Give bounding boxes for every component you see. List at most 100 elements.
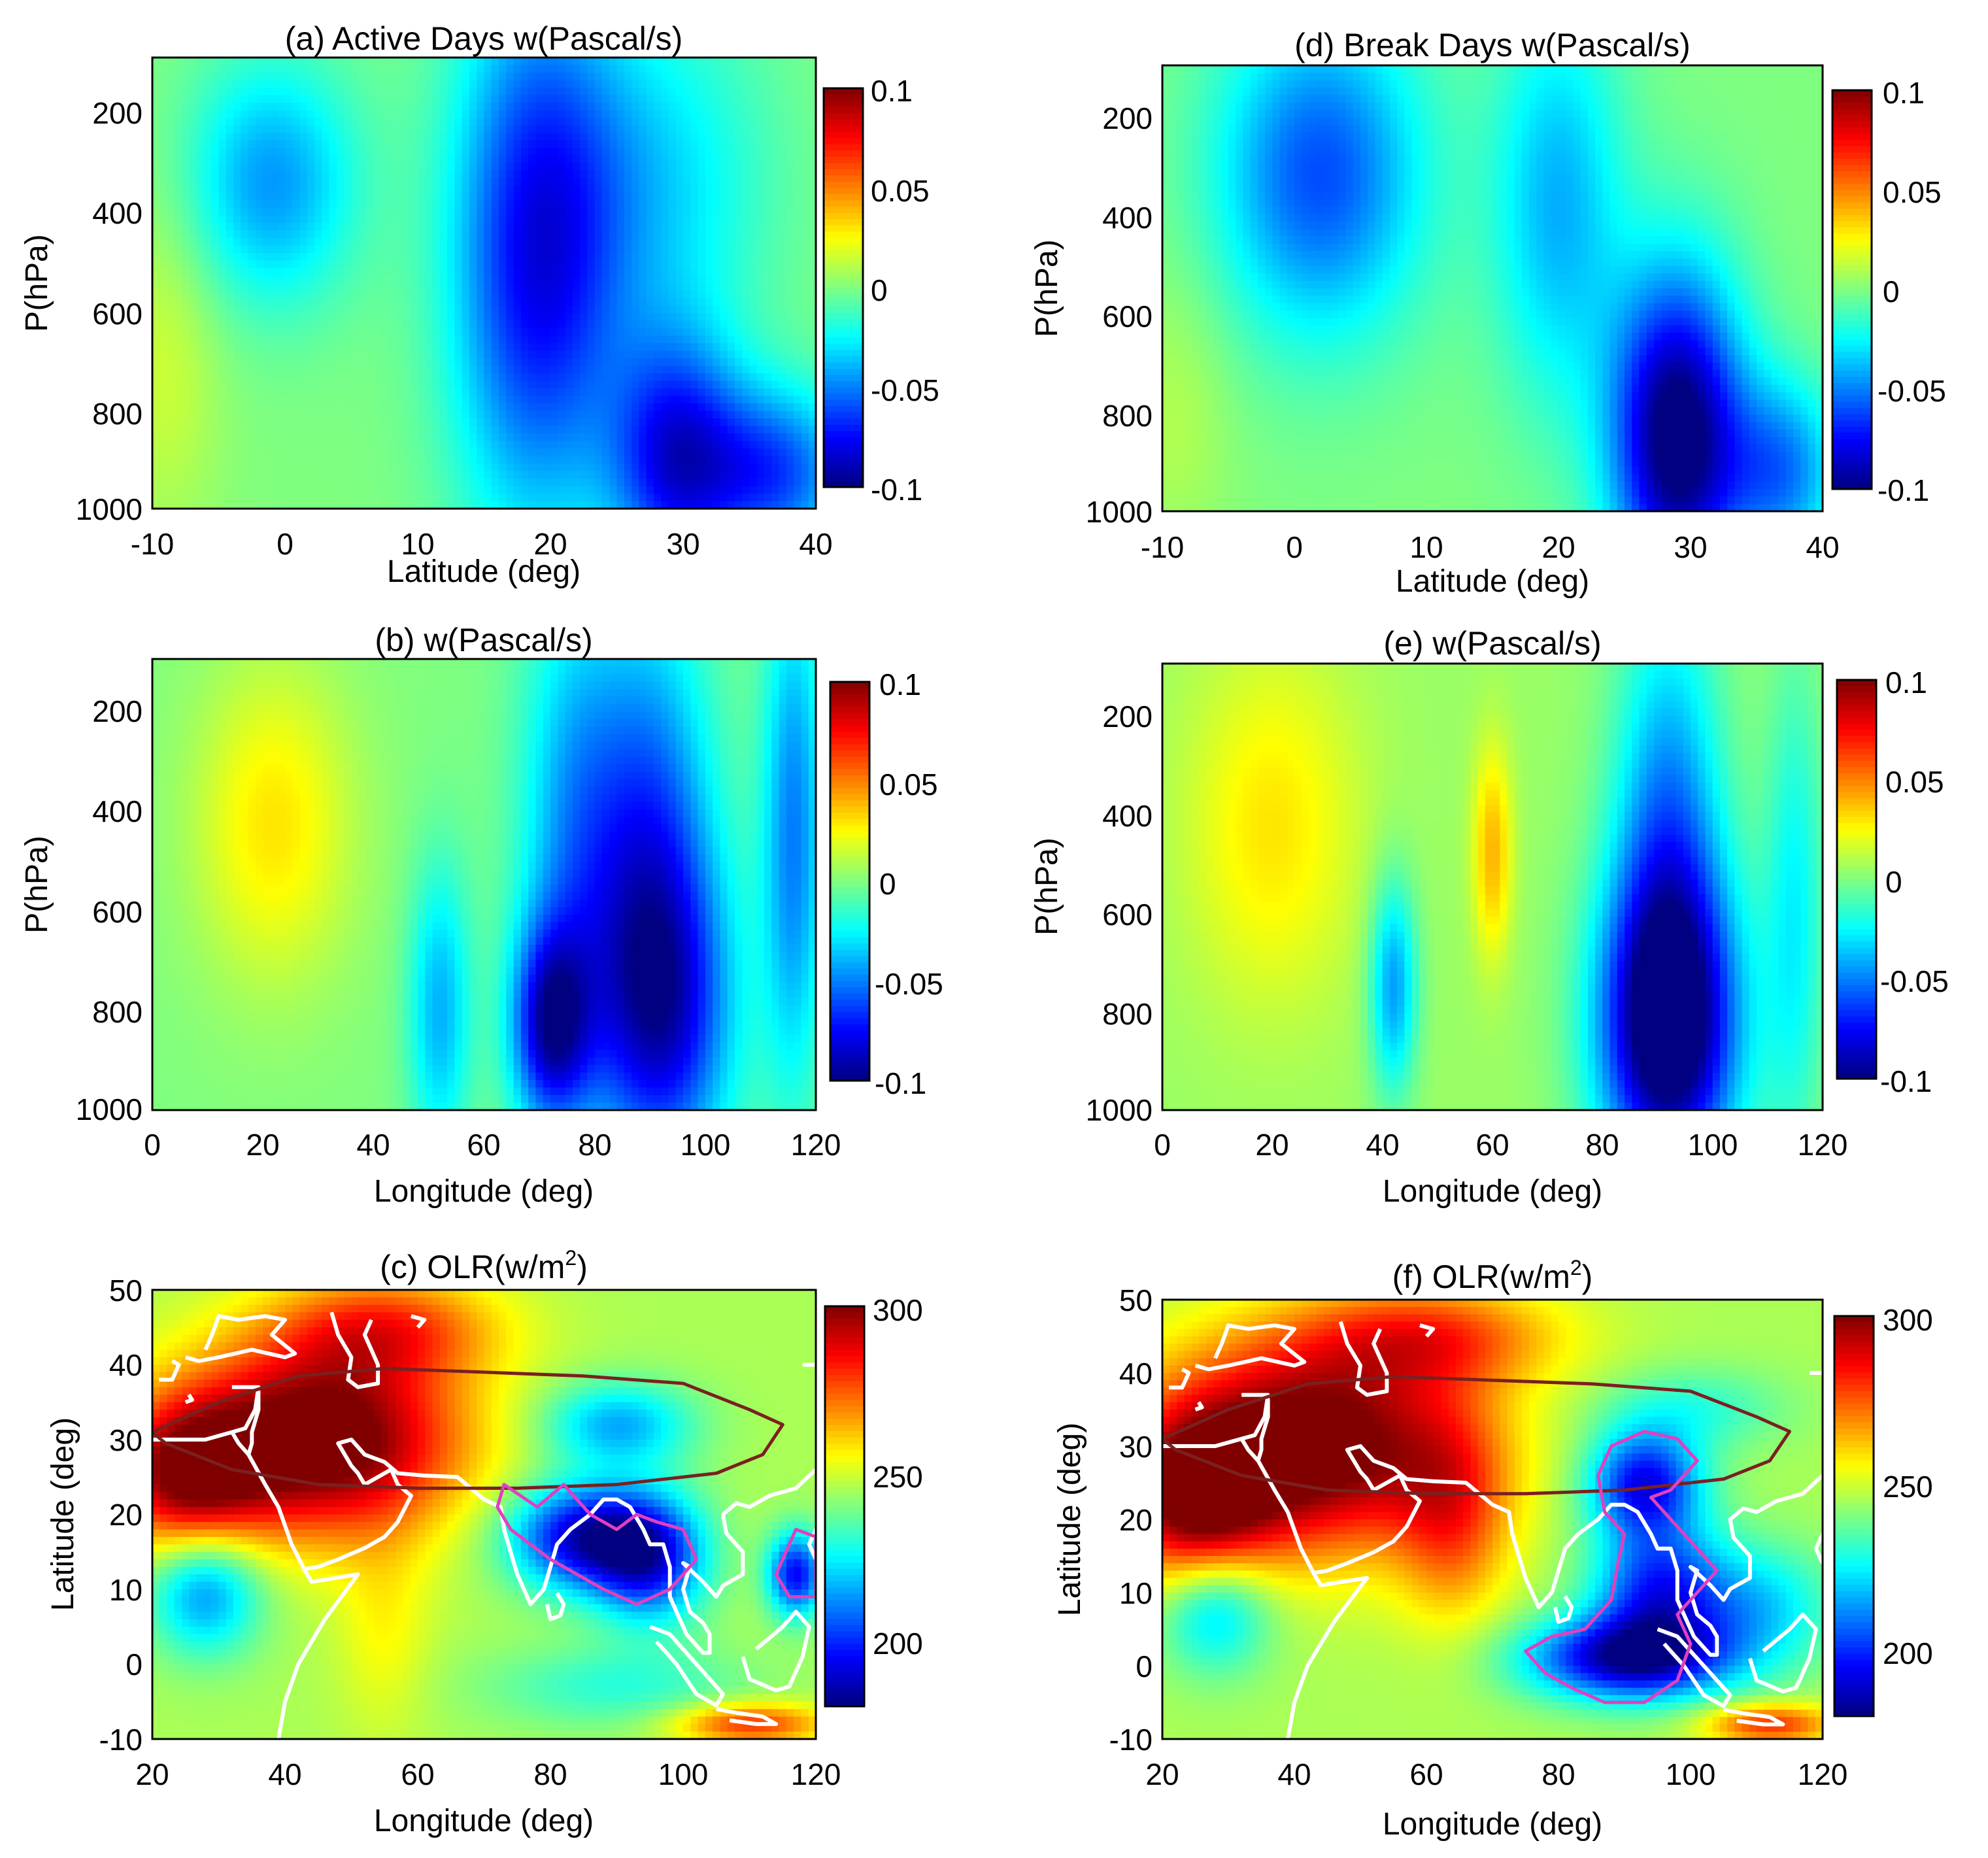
heatmap-cell	[764, 103, 772, 110]
heatmap-cell	[167, 73, 175, 80]
heatmap-cell	[248, 88, 256, 95]
heatmap-cell	[211, 95, 219, 103]
heatmap-cell	[794, 110, 801, 118]
heatmap-cell	[632, 65, 639, 73]
heatmap-cell	[558, 163, 565, 171]
heatmap-cell	[329, 126, 337, 133]
heatmap-cell	[189, 95, 197, 103]
heatmap-cell	[359, 73, 367, 80]
heatmap-cell	[771, 156, 779, 163]
heatmap-cell	[344, 178, 352, 186]
heatmap-cell	[197, 103, 205, 110]
heatmap-cell	[720, 178, 728, 186]
heatmap-cell	[617, 133, 625, 141]
heatmap-cell	[211, 126, 219, 133]
heatmap-cell	[270, 163, 278, 171]
heatmap-cell	[418, 73, 426, 80]
heatmap-cell	[248, 103, 256, 110]
heatmap-cell	[204, 58, 212, 65]
heatmap-cell	[705, 178, 713, 186]
heatmap-cell	[757, 80, 765, 88]
heatmap-cell	[226, 118, 234, 126]
heatmap-cell	[344, 141, 352, 148]
heatmap-cell	[373, 141, 381, 148]
heatmap-cell	[750, 73, 758, 80]
heatmap-cell	[175, 156, 182, 163]
heatmap-cell	[241, 103, 248, 110]
heatmap-cell	[514, 178, 522, 186]
heatmap-cell	[263, 103, 271, 110]
heatmap-cell	[233, 133, 241, 141]
heatmap-cell	[550, 80, 558, 88]
heatmap-cell	[521, 178, 529, 186]
heatmap-cell	[462, 95, 470, 103]
heatmap-cell	[801, 65, 809, 73]
heatmap-cell	[256, 95, 263, 103]
heatmap-cell	[352, 73, 360, 80]
heatmap-cell	[492, 178, 499, 186]
heatmap-cell	[322, 156, 329, 163]
heatmap-cell	[617, 118, 625, 126]
heatmap-cell	[558, 126, 565, 133]
heatmap-cell	[794, 80, 801, 88]
heatmap-cell	[322, 178, 329, 186]
heatmap-cell	[469, 73, 477, 80]
heatmap-cell	[750, 141, 758, 148]
heatmap-cell	[373, 171, 381, 178]
heatmap-cell	[175, 80, 182, 88]
heatmap-cell	[477, 58, 484, 65]
heatmap-cell	[676, 126, 684, 133]
heatmap-cell	[617, 110, 625, 118]
heatmap-cell	[779, 65, 787, 73]
heatmap-cell	[506, 88, 514, 95]
heatmap-cell	[801, 95, 809, 103]
heatmap-cell	[366, 110, 374, 118]
heatmap-cell	[219, 118, 227, 126]
heatmap-cell	[403, 80, 411, 88]
heatmap-cell	[728, 88, 735, 95]
heatmap-cell	[175, 65, 182, 73]
heatmap-cell	[366, 141, 374, 148]
heatmap-cell	[492, 88, 499, 95]
heatmap-cell	[211, 103, 219, 110]
heatmap-cell	[757, 163, 765, 171]
heatmap-cell	[307, 95, 315, 103]
heatmap-cell	[764, 141, 772, 148]
heatmap-cell	[425, 110, 433, 118]
heatmap-cell	[160, 65, 167, 73]
heatmap-cell	[750, 103, 758, 110]
heatmap-cell	[300, 133, 308, 141]
heatmap-cell	[381, 178, 389, 186]
heatmap-cell	[690, 65, 698, 73]
heatmap-cell	[189, 80, 197, 88]
heatmap-cell	[469, 163, 477, 171]
heatmap-cell	[373, 95, 381, 103]
heatmap-cell	[352, 95, 360, 103]
heatmap-cell	[742, 110, 750, 118]
heatmap-cell	[233, 156, 241, 163]
heatmap-cell	[278, 118, 286, 126]
heatmap-cell	[499, 148, 507, 156]
heatmap-cell	[713, 58, 720, 65]
heatmap-cell	[189, 126, 197, 133]
heatmap-cell	[690, 171, 698, 178]
heatmap-cell	[632, 103, 639, 110]
heatmap-cell	[477, 156, 484, 163]
heatmap-cell	[676, 58, 684, 65]
heatmap-cell	[550, 156, 558, 163]
heatmap-cell	[668, 58, 676, 65]
heatmap-cell	[329, 73, 337, 80]
heatmap-cell	[182, 80, 190, 88]
heatmap-cell	[698, 141, 706, 148]
heatmap-cell	[624, 103, 632, 110]
heatmap-cell	[175, 88, 182, 95]
heatmap-cell	[270, 103, 278, 110]
heatmap-cell	[462, 141, 470, 148]
heatmap-cell	[248, 110, 256, 118]
heatmap-cell	[418, 178, 426, 186]
heatmap-cell	[720, 141, 728, 148]
heatmap-cell	[233, 95, 241, 103]
heatmap-cell	[742, 118, 750, 126]
heatmap-cell	[705, 133, 713, 141]
heatmap-cell	[396, 58, 403, 65]
